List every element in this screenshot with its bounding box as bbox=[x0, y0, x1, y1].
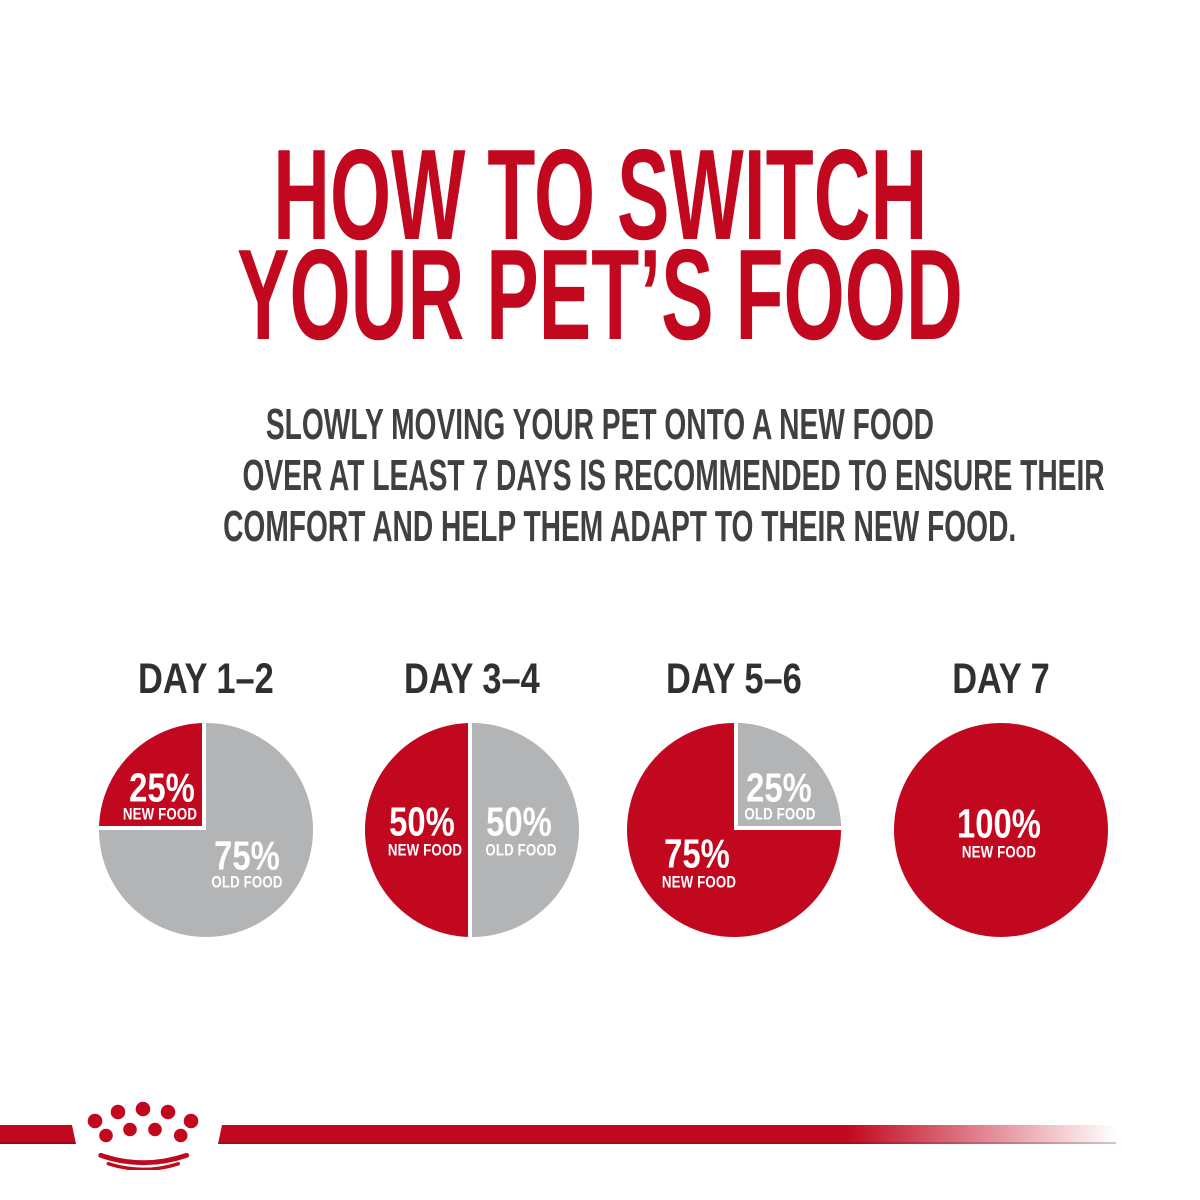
footer-ribbon-left bbox=[0, 1125, 76, 1144]
day-5-6-heading-text: DAY 5–6 bbox=[666, 655, 802, 703]
day-column-1-2: DAY 1–2 25% NEW FOOD 75% OLD FOOD bbox=[86, 658, 326, 937]
royal-canin-crown-icon bbox=[87, 1101, 199, 1170]
footer-ribbon-right bbox=[218, 1125, 1116, 1144]
title-line-1-text: HOW TO SWITCH bbox=[272, 123, 928, 267]
day-1-2-heading-text: DAY 1–2 bbox=[138, 655, 274, 703]
day-column-3-4: DAY 3–4 50% NEW FOOD 50% OLD FOOD bbox=[352, 658, 592, 937]
intro-line-1: SLOWLY MOVING YOUR PET ONTO A NEW FOOD bbox=[0, 399, 1200, 450]
title-line-1: HOW TO SWITCH bbox=[0, 123, 1200, 267]
intro-line-1-text: SLOWLY MOVING YOUR PET ONTO A NEW FOOD bbox=[265, 400, 935, 449]
intro-line-3-text: COMFORT AND HELP THEM ADAPT TO THEIR NEW… bbox=[223, 502, 1017, 551]
pie-chart-day-3-4: 50% NEW FOOD 50% OLD FOOD bbox=[365, 723, 579, 937]
day-column-5-6: DAY 5–6 25% OLD FOOD 75% NEW FOOD bbox=[614, 658, 854, 937]
day-column-7: DAY 7 100% NEW FOOD bbox=[881, 658, 1121, 937]
new-food-slice bbox=[894, 723, 1108, 937]
page-title: HOW TO SWITCH YOUR PET’S FOOD bbox=[0, 123, 1200, 367]
intro-line-3: COMFORT AND HELP THEM ADAPT TO THEIR NEW… bbox=[0, 501, 1200, 552]
title-line-2: YOUR PET’S FOOD bbox=[0, 223, 1200, 367]
title-line-2-text: YOUR PET’S FOOD bbox=[237, 223, 963, 367]
day-7-heading-text: DAY 7 bbox=[952, 655, 1050, 703]
day-3-4-heading-text: DAY 3–4 bbox=[404, 655, 540, 703]
pie-chart-day-1-2: 25% NEW FOOD 75% OLD FOOD bbox=[99, 723, 313, 937]
pie-chart-day-7: 100% NEW FOOD bbox=[894, 723, 1108, 937]
intro-text: SLOWLY MOVING YOUR PET ONTO A NEW FOOD O… bbox=[0, 399, 1200, 552]
day-5-6-heading: DAY 5–6 bbox=[614, 658, 854, 701]
intro-line-2: OVER AT LEAST 7 DAYS IS RECOMMENDED TO E… bbox=[0, 450, 1200, 501]
day-3-4-heading: DAY 3–4 bbox=[352, 658, 592, 701]
day-7-heading: DAY 7 bbox=[881, 658, 1121, 701]
pie-chart-day-5-6: 25% OLD FOOD 75% NEW FOOD bbox=[627, 723, 841, 937]
intro-line-2-text: OVER AT LEAST 7 DAYS IS RECOMMENDED TO E… bbox=[242, 451, 1105, 500]
day-1-2-heading: DAY 1–2 bbox=[86, 658, 326, 701]
